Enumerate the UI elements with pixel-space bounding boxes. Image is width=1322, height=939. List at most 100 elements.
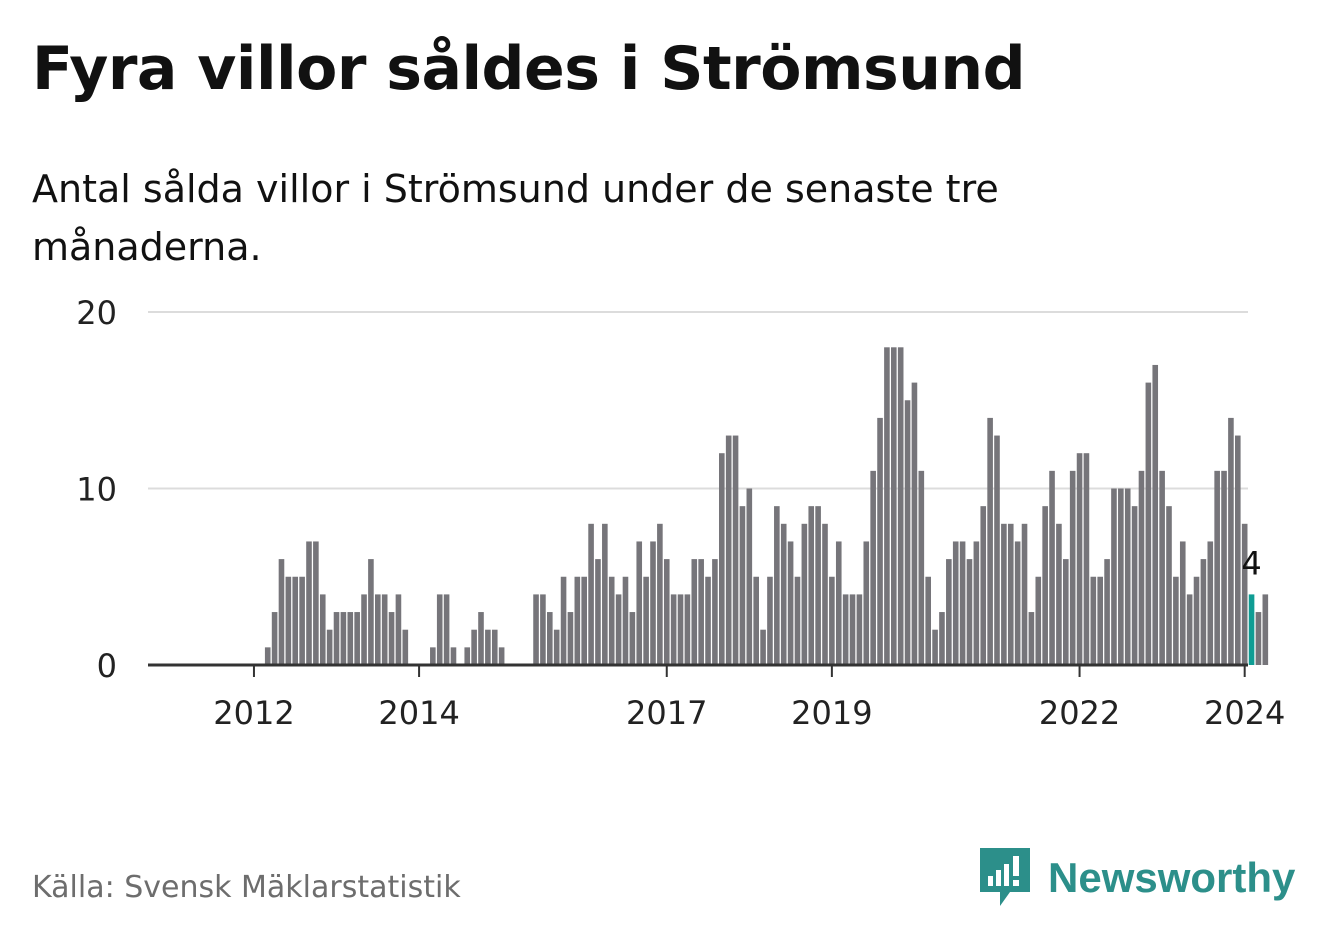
bar (1028, 612, 1035, 665)
bar (884, 347, 890, 665)
newsworthy-logo-icon (980, 848, 1030, 906)
y-tick-label-0: 0 (97, 647, 117, 685)
bar (932, 629, 938, 665)
bar (643, 576, 649, 665)
bar (1262, 594, 1269, 665)
highlight-data-label: 4 (1241, 544, 1261, 582)
bar (395, 594, 402, 665)
gridlines (148, 311, 1248, 490)
bar (870, 470, 876, 665)
bar (1255, 612, 1262, 665)
x-tick-label-2017: 2017 (626, 694, 707, 732)
bar (1228, 417, 1234, 665)
bar (547, 612, 553, 665)
bar (904, 400, 911, 665)
bar (712, 559, 718, 665)
source-note: Källa: Svensk Mäklarstatistik (32, 870, 461, 905)
bar (602, 523, 608, 665)
brand[interactable]: Newsworthy (980, 848, 1295, 908)
y-tick-label-20: 20 (76, 294, 117, 332)
bar (1173, 576, 1179, 665)
bar (767, 576, 773, 665)
bar (436, 594, 443, 665)
brand-name: Newsworthy (1048, 854, 1296, 901)
bar (808, 506, 815, 665)
bar (464, 647, 471, 665)
bar (918, 470, 925, 665)
bar (739, 506, 746, 665)
bar (1104, 559, 1110, 665)
bar (1145, 382, 1152, 665)
bar (657, 523, 663, 665)
bar (299, 576, 305, 665)
bar (1001, 523, 1007, 665)
bar (443, 594, 450, 665)
bar (849, 594, 856, 665)
bar (891, 347, 897, 665)
bar (278, 559, 285, 665)
bar (1131, 506, 1138, 665)
bar (319, 594, 326, 665)
bar (966, 559, 973, 665)
bar (760, 629, 766, 665)
bar (987, 417, 993, 665)
bar (980, 506, 987, 665)
x-tick-label-2024: 2024 (1204, 694, 1285, 732)
bar (959, 541, 966, 665)
bar (292, 576, 299, 665)
bar (326, 629, 333, 665)
bar (471, 629, 477, 665)
bar (1124, 488, 1131, 665)
bar (705, 576, 711, 665)
chart-subtitle: Antal sålda villor i Strömsund under de … (32, 167, 999, 269)
bar (1214, 470, 1220, 665)
bar (1056, 523, 1062, 665)
bar (787, 541, 794, 665)
bar (780, 523, 787, 665)
chart-title: Fyra villor såldes i Strömsund (32, 34, 1026, 104)
bar (313, 541, 319, 665)
bar (1069, 470, 1076, 665)
axes: 0 10 20 2012 2014 2017 2019 2022 2024 4 (76, 294, 1285, 732)
bar (815, 506, 821, 665)
bar (498, 647, 505, 665)
bar (911, 382, 918, 665)
bar (1186, 594, 1193, 665)
bar (381, 594, 388, 665)
bar (670, 594, 677, 665)
bar (595, 559, 601, 665)
bar (719, 453, 725, 665)
bar (340, 612, 347, 665)
bar (560, 576, 567, 665)
bar (622, 576, 629, 665)
x-tick-label-2019: 2019 (791, 694, 872, 732)
bar (615, 594, 622, 665)
bar (774, 506, 780, 665)
bar (368, 559, 374, 665)
bar (994, 435, 1000, 665)
bar (1063, 559, 1069, 665)
bar (939, 612, 945, 665)
bar (1200, 559, 1207, 665)
bar (822, 523, 828, 665)
bar (973, 541, 980, 665)
bar (952, 541, 959, 665)
bar (1152, 364, 1159, 665)
x-tick-label-2014: 2014 (378, 694, 459, 732)
bar (1014, 541, 1021, 665)
bar (650, 541, 656, 665)
bar (1083, 453, 1090, 665)
bar (264, 647, 271, 665)
bar (691, 559, 698, 665)
bar (1097, 576, 1103, 665)
bar (677, 594, 684, 665)
highlight-bar (1248, 594, 1255, 665)
bar (1179, 541, 1186, 665)
bar (540, 594, 546, 665)
bar (835, 541, 842, 665)
bar-chart: 0 10 20 2012 2014 2017 2019 2022 2024 4 (76, 294, 1285, 732)
bar (897, 347, 904, 665)
bar (402, 629, 409, 665)
bar (1221, 470, 1227, 665)
bar (829, 576, 835, 665)
